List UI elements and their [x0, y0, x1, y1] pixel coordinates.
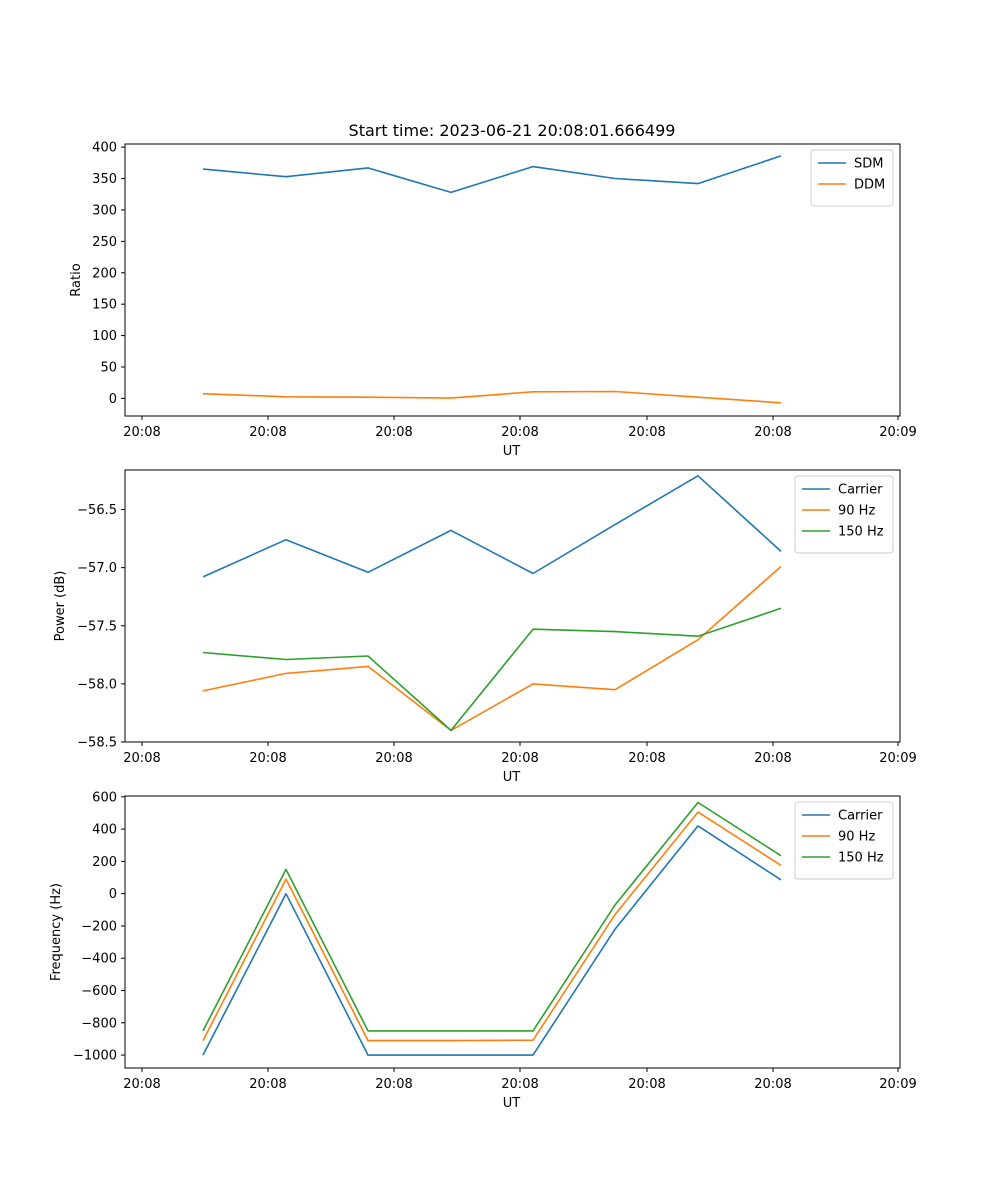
- x-tick-label: 20:08: [754, 425, 791, 440]
- x-tick-label: 20:08: [123, 425, 160, 440]
- legend-label: Carrier: [838, 483, 883, 498]
- y-tick-label: −58.0: [77, 677, 117, 692]
- series-line-carrier: [202, 825, 782, 1056]
- x-axis-label: UT: [503, 444, 521, 459]
- subplot-2: 20:08 20:08 20:08 20:08 20:08 20:08 20:09 −58.5…: [53, 469, 917, 785]
- x-tick-label: 20:08: [375, 751, 412, 766]
- x-tick-label: 20:08: [501, 1077, 538, 1092]
- legend-label: SDM: [854, 157, 883, 172]
- x-tick-label: 20:08: [754, 1077, 791, 1092]
- y-axis-label: Ratio: [69, 263, 84, 296]
- legend-box: [810, 149, 894, 207]
- x-tick-label: 20:08: [249, 425, 286, 440]
- x-tick-label: 20:08: [375, 425, 412, 440]
- y-tick-label: 0: [109, 392, 117, 407]
- y-tick-label: 600: [92, 790, 117, 805]
- y-tick-label: −56.5: [77, 503, 117, 518]
- series-line-sdm: [202, 155, 782, 194]
- x-tick-label: 20:08: [123, 1077, 160, 1092]
- subplot-3: 20:08 20:08 20:08 20:08 20:08 20:08 20:09 −1000…: [49, 790, 917, 1111]
- y-tick-label: −400: [81, 952, 117, 967]
- x-tick-label: 20:08: [628, 751, 665, 766]
- legend-box: [794, 475, 894, 554]
- legend-label: 90 Hz: [838, 830, 875, 845]
- x-tick-label: 20:08: [754, 751, 791, 766]
- x-tick-label: 20:08: [249, 751, 286, 766]
- legend: Carrier 90 Hz 150 Hz: [794, 801, 894, 880]
- y-tick-label: 300: [92, 203, 117, 218]
- x-axis-label: UT: [503, 1096, 521, 1111]
- y-tick-label: 150: [92, 298, 117, 313]
- series-line-90-hz: [202, 811, 782, 1042]
- legend-label: 90 Hz: [838, 504, 875, 519]
- x-tick-label: 20:08: [501, 751, 538, 766]
- y-tick-label: 0: [109, 887, 117, 902]
- y-tick-label: 200: [92, 855, 117, 870]
- y-tick-label: 350: [92, 172, 117, 187]
- plot-frame: [124, 143, 901, 417]
- y-tick-label: 400: [92, 141, 117, 156]
- legend-box: [794, 801, 894, 880]
- x-tick-label: 20:08: [628, 425, 665, 440]
- legend: Carrier 90 Hz 150 Hz: [794, 475, 894, 554]
- series-line-carrier: [202, 474, 782, 578]
- x-tick-label: 20:09: [879, 425, 916, 440]
- y-tick-label: −1000: [73, 1049, 117, 1064]
- series-line-90-hz: [202, 565, 782, 732]
- y-tick-label: −600: [81, 984, 117, 999]
- series-line-150-hz: [202, 801, 782, 1032]
- y-tick-label: 400: [92, 823, 117, 838]
- y-tick-label: 50: [100, 361, 117, 376]
- x-tick-label: 20:09: [879, 751, 916, 766]
- legend-label: 150 Hz: [838, 525, 884, 540]
- legend-label: Carrier: [838, 809, 883, 824]
- legend-label: DDM: [854, 178, 885, 193]
- plot-frame: [124, 469, 901, 743]
- y-tick-label: −57.5: [77, 619, 117, 634]
- figure-title: Start time: 2023-06-21 20:08:01.666499: [349, 121, 676, 140]
- x-tick-label: 20:08: [375, 1077, 412, 1092]
- y-tick-label: 100: [92, 329, 117, 344]
- x-tick-label: 20:08: [628, 1077, 665, 1092]
- y-tick-label: −200: [81, 919, 117, 934]
- y-tick-label: −57.0: [77, 561, 117, 576]
- y-tick-label: −800: [81, 1016, 117, 1031]
- x-tick-label: 20:08: [123, 751, 160, 766]
- y-tick-label: 200: [92, 266, 117, 281]
- series-line-ddm: [202, 390, 782, 404]
- y-tick-label: 250: [92, 235, 117, 250]
- plot-frame: [124, 795, 901, 1069]
- y-axis-label: Frequency (Hz): [49, 883, 64, 981]
- y-axis-label: Power (dB): [53, 571, 68, 642]
- subplot-1: 20:08 20:08 20:08 20:08 20:08 20:08 20:09 0 50 10…: [69, 141, 917, 459]
- series-line-150-hz: [202, 607, 782, 732]
- legend-label: 150 Hz: [838, 851, 884, 866]
- x-tick-label: 20:08: [249, 1077, 286, 1092]
- x-axis-label: UT: [503, 770, 521, 785]
- legend: SDM DDM: [810, 149, 894, 207]
- x-tick-label: 20:08: [501, 425, 538, 440]
- y-tick-label: −58.5: [77, 736, 117, 751]
- x-tick-label: 20:09: [879, 1077, 916, 1092]
